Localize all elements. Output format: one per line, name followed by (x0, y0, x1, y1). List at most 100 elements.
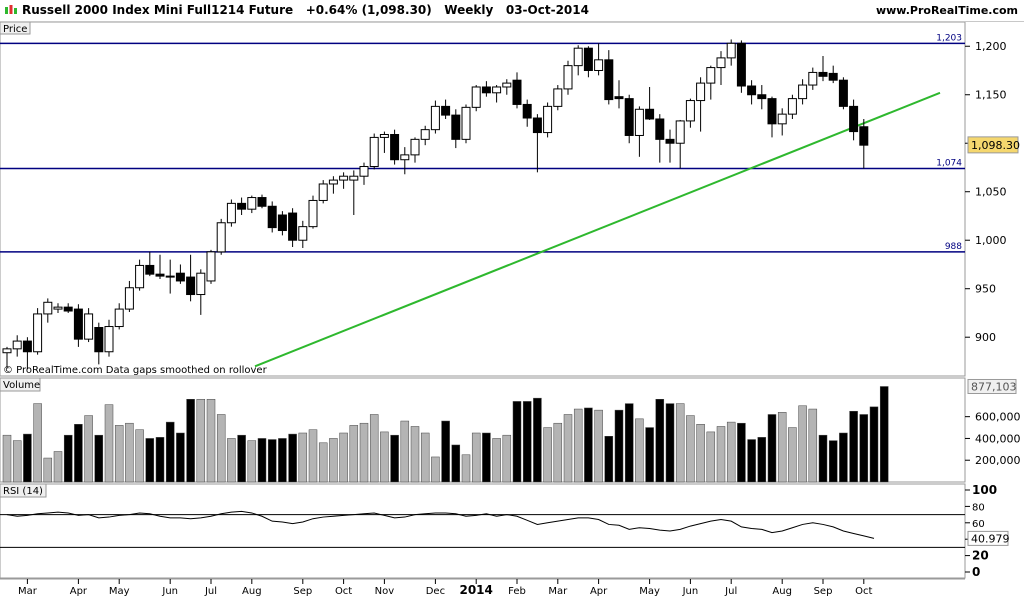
candle (400, 154, 410, 161)
volume-bar (533, 397, 542, 483)
candle (818, 71, 828, 77)
candle (665, 138, 675, 144)
volume-bar (420, 432, 430, 483)
candle (655, 118, 665, 140)
period: Weekly (444, 3, 494, 17)
volume-bar (665, 403, 675, 483)
volume-bar (288, 433, 297, 483)
rsi-panel: 10080604020040.979 RSI (14) (0, 483, 1010, 579)
x-tick-label: Apr (590, 586, 608, 597)
volume-bar (227, 438, 236, 483)
candle (543, 105, 553, 134)
candle (328, 179, 338, 185)
volume-last-tag (967, 378, 1017, 394)
site-url[interactable]: www.ProRealTime.com (875, 4, 1018, 17)
x-tick-label: Jun (682, 586, 699, 597)
x-tick-label: Apr (70, 586, 88, 597)
candle (247, 197, 257, 210)
volume-bar (798, 405, 807, 483)
volume-bar (594, 409, 603, 483)
volume-tick-label: 400,000 (975, 432, 1021, 445)
candle (492, 86, 502, 94)
volume-bar (84, 415, 93, 483)
volume-bar (482, 432, 491, 483)
volume-bar (828, 440, 838, 483)
volume-bar (23, 433, 32, 483)
candle (206, 251, 216, 282)
candle (22, 340, 32, 353)
x-tick-label: Jul (204, 586, 217, 597)
x-tick-label: Jul (724, 586, 737, 597)
last-price-tag (967, 136, 1019, 154)
candle (175, 272, 185, 282)
candle (277, 214, 287, 232)
candle (828, 72, 838, 81)
volume-bar (104, 404, 114, 483)
candle (226, 202, 236, 224)
candle (196, 272, 206, 296)
volume-bar (747, 439, 756, 483)
candle (43, 301, 53, 315)
volume-bar (186, 398, 195, 483)
candle (288, 212, 298, 241)
volume-bar (512, 401, 522, 483)
x-tick-label: Oct (855, 586, 872, 597)
volume-bar (869, 406, 879, 483)
candle (798, 84, 808, 100)
volume-bar (471, 432, 481, 483)
candle (33, 313, 43, 353)
volume-bar (237, 434, 246, 483)
x-tick-label: Feb (508, 586, 526, 597)
volume-tick-label: 600,000 (975, 411, 1021, 424)
volume-bar (696, 424, 705, 483)
candle (379, 134, 389, 138)
volume-bar (635, 418, 644, 483)
candle (308, 199, 318, 228)
candle (522, 103, 532, 119)
volume-bar (431, 456, 440, 483)
volume-last-label: 877,103 (971, 380, 1017, 393)
price-panel-frame (0, 22, 966, 377)
candle (73, 308, 83, 340)
rsi-label-box (0, 483, 47, 498)
trend-line (254, 91, 941, 368)
price-tick-label: 1,000 (975, 234, 1007, 247)
volume-bar (675, 403, 685, 483)
candle (441, 105, 451, 116)
candle (186, 276, 196, 296)
volume-bar (624, 403, 634, 483)
volume-bar (380, 431, 389, 483)
x-tick-label: May (639, 586, 660, 597)
x-tick-label: May (109, 586, 130, 597)
price-tick-label: 1,200 (975, 40, 1007, 53)
chart-date: 03-Oct-2014 (505, 3, 589, 17)
volume-bar (645, 427, 654, 483)
candle (502, 82, 512, 88)
volume-bar (359, 422, 369, 483)
rsi-tick-label: 60 (972, 519, 985, 530)
volume-bar (257, 438, 267, 483)
candle (573, 47, 583, 67)
candle (145, 264, 155, 275)
candle (257, 197, 267, 207)
volume-bar (726, 421, 736, 483)
price-tick-label: 1,050 (975, 186, 1007, 199)
candle (53, 306, 63, 310)
volume-bar (543, 427, 552, 483)
instrument-name: Russell 2000 Index Mini Full1214 Future (22, 3, 294, 17)
volume-bar (808, 408, 818, 483)
candle (410, 138, 420, 156)
volume-bar (655, 398, 665, 483)
candle (12, 340, 22, 350)
chart-header: Russell 2000 Index Mini Full1214 Future … (0, 0, 1024, 22)
candle (736, 42, 746, 87)
candle (634, 108, 644, 136)
candle (155, 273, 165, 277)
volume-bar (849, 410, 858, 483)
candle (726, 42, 736, 59)
candle (808, 71, 818, 86)
candle (553, 88, 563, 107)
volume-bar (369, 414, 379, 483)
volume-bar (155, 437, 165, 483)
